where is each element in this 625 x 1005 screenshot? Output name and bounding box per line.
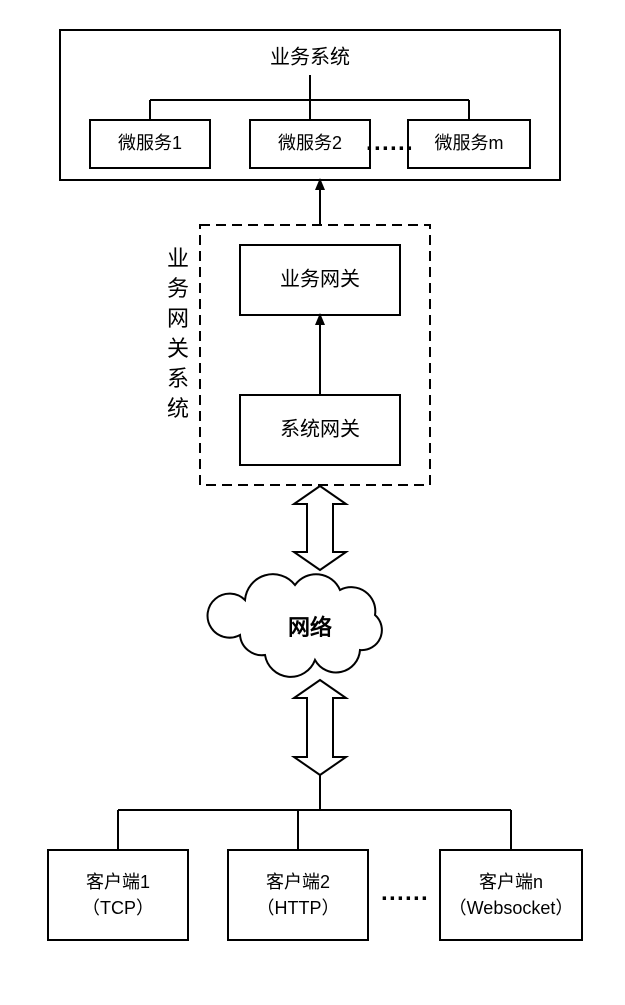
- client-box-2: [440, 850, 582, 940]
- gateway-system-label-char-0: 业: [167, 246, 189, 271]
- microservice-label-2: 微服务m: [435, 133, 504, 153]
- gateway-system-dashed-box: [200, 225, 430, 485]
- client-box-0: [48, 850, 188, 940]
- client-label2-2: （Websocket）: [449, 898, 574, 918]
- system-gateway-label: 系统网关: [280, 417, 360, 440]
- microservice-label-0: 微服务1: [118, 133, 182, 153]
- double-arrow: [294, 486, 346, 570]
- client-label2-0: （TCP）: [82, 898, 154, 918]
- gateway-system-label-char-5: 统: [167, 396, 189, 421]
- client-box-1: [228, 850, 368, 940]
- business-gateway-label: 业务网关: [280, 267, 360, 290]
- double-arrow: [294, 680, 346, 775]
- gateway-system-label-char-2: 网: [167, 306, 189, 331]
- client-label1-1: 客户端2: [266, 872, 330, 892]
- network-label: 网络: [288, 615, 332, 640]
- client-label1-2: 客户端n: [479, 872, 543, 892]
- client-label2-1: （HTTP）: [257, 898, 340, 918]
- gateway-system-label-char-3: 关: [167, 336, 189, 361]
- business-system-title: 业务系统: [270, 45, 350, 68]
- microservice-label-1: 微服务2: [278, 133, 342, 153]
- client-dots: ······: [381, 885, 429, 912]
- gateway-system-label-char-1: 务: [167, 276, 189, 301]
- client-label1-0: 客户端1: [86, 872, 150, 892]
- microservice-dots: ······: [366, 135, 414, 162]
- gateway-system-label-char-4: 系: [167, 366, 189, 391]
